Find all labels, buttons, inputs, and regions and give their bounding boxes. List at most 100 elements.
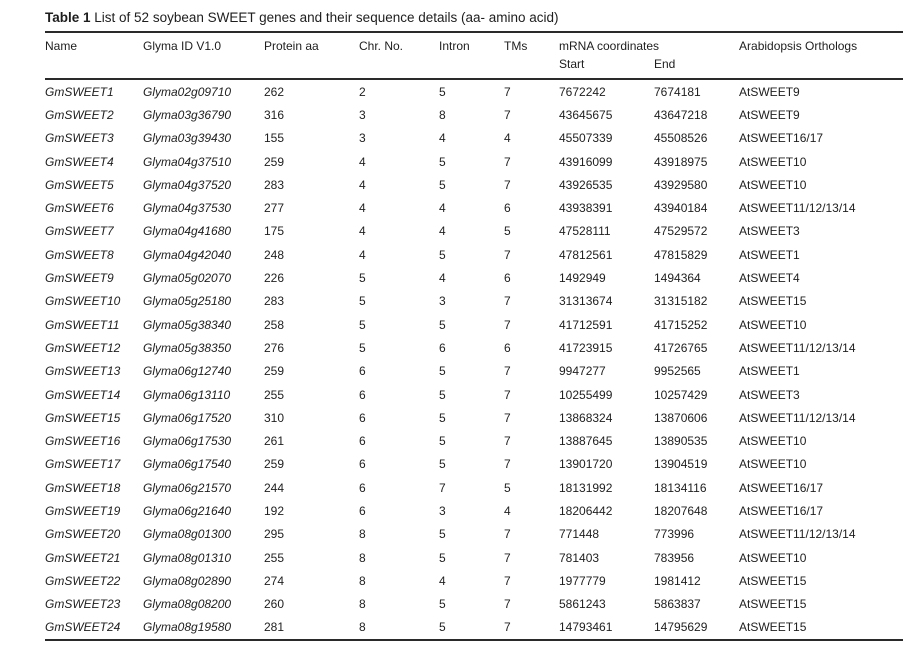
- cell-chr_no: 5: [359, 271, 366, 286]
- cell-protein_aa: 192: [264, 503, 285, 518]
- cell-protein_aa: 259: [264, 364, 285, 379]
- cell-protein_aa: 276: [264, 340, 285, 355]
- cell-intron: 5: [439, 410, 446, 425]
- cell-start: 13868324: [559, 410, 613, 425]
- cell-glyma_id: Glyma05g25180: [143, 294, 232, 309]
- cell-end: 45508526: [654, 131, 708, 146]
- cell-intron: 5: [439, 364, 446, 379]
- cell-start: 31313674: [559, 294, 613, 309]
- cell-start: 45507339: [559, 131, 613, 146]
- table-row: GmSWEET10 Glyma05g25180 283 5 3 7 31313674 3131…: [45, 290, 903, 313]
- cell-intron: 4: [439, 573, 446, 588]
- cell-name: GmSWEET18: [45, 480, 121, 495]
- col-header-chr-no: Chr. No.: [359, 39, 404, 53]
- cell-glyma_id: Glyma05g02070: [143, 271, 232, 286]
- cell-orthologs: AtSWEET15: [739, 620, 807, 635]
- cell-start: 781403: [559, 550, 600, 565]
- cell-name: GmSWEET3: [45, 131, 114, 146]
- cell-name: GmSWEET10: [45, 294, 121, 309]
- cell-orthologs: AtSWEET10: [739, 154, 807, 169]
- cell-glyma_id: Glyma04g42040: [143, 247, 232, 262]
- header-row-sub: Start End: [45, 53, 903, 79]
- cell-name: GmSWEET21: [45, 550, 121, 565]
- cell-name: GmSWEET23: [45, 597, 121, 612]
- cell-end: 773996: [654, 527, 695, 542]
- cell-tms: 7: [504, 434, 511, 449]
- cell-glyma_id: Glyma06g12740: [143, 364, 232, 379]
- cell-chr_no: 4: [359, 247, 366, 262]
- cell-start: 41723915: [559, 340, 613, 355]
- cell-tms: 7: [504, 317, 511, 332]
- cell-chr_no: 6: [359, 457, 366, 472]
- cell-glyma_id: Glyma02g09710: [143, 84, 232, 99]
- cell-intron: 3: [439, 294, 446, 309]
- table-row: GmSWEET15 Glyma06g17520 310 6 5 7 13868324 1387…: [45, 406, 903, 429]
- cell-start: 47812561: [559, 247, 613, 262]
- cell-tms: 6: [504, 271, 511, 286]
- cell-tms: 7: [504, 107, 511, 122]
- cell-tms: 7: [504, 387, 511, 402]
- cell-end: 18134116: [654, 480, 707, 495]
- cell-orthologs: AtSWEET10: [739, 434, 807, 449]
- header-row-main: Name Glyma ID V1.0 Protein aa Chr. No. I…: [45, 33, 903, 53]
- cell-orthologs: AtSWEET15: [739, 294, 807, 309]
- cell-chr_no: 4: [359, 224, 366, 239]
- cell-tms: 5: [504, 480, 511, 495]
- cell-protein_aa: 244: [264, 480, 285, 495]
- cell-chr_no: 6: [359, 387, 366, 402]
- cell-protein_aa: 258: [264, 317, 285, 332]
- cell-chr_no: 8: [359, 573, 366, 588]
- table-row: GmSWEET13 Glyma06g12740 259 6 5 7 9947277 99525…: [45, 360, 903, 383]
- cell-start: 43926535: [559, 177, 613, 192]
- cell-start: 1977779: [559, 573, 606, 588]
- cell-orthologs: AtSWEET9: [739, 107, 800, 122]
- cell-start: 5861243: [559, 597, 606, 612]
- table-row: GmSWEET12 Glyma05g38350 276 5 6 6 41723915 4172…: [45, 336, 903, 359]
- cell-start: 10255499: [559, 387, 613, 402]
- table-caption: List of 52 soybean SWEET genes and their…: [90, 10, 559, 25]
- cell-tms: 4: [504, 503, 511, 518]
- cell-intron: 5: [439, 597, 446, 612]
- cell-start: 43938391: [559, 201, 613, 216]
- cell-glyma_id: Glyma04g37520: [143, 177, 232, 192]
- cell-glyma_id: Glyma03g36790: [143, 107, 232, 122]
- cell-protein_aa: 295: [264, 527, 285, 542]
- cell-orthologs: AtSWEET15: [739, 597, 807, 612]
- cell-glyma_id: Glyma08g01310: [143, 550, 232, 565]
- table-row: GmSWEET3 Glyma03g39430 155 3 4 4 45507339 45508…: [45, 127, 903, 150]
- table-row: GmSWEET17 Glyma06g17540 259 6 5 7 13901720 1390…: [45, 453, 903, 476]
- cell-glyma_id: Glyma06g17530: [143, 434, 232, 449]
- table-row: GmSWEET4 Glyma04g37510 259 4 5 7 43916099 43918…: [45, 150, 903, 173]
- cell-name: GmSWEET11: [45, 317, 120, 332]
- cell-intron: 5: [439, 457, 446, 472]
- cell-protein_aa: 281: [264, 620, 285, 635]
- cell-chr_no: 6: [359, 503, 366, 518]
- cell-end: 10257429: [654, 387, 708, 402]
- cell-start: 43645675: [559, 107, 613, 122]
- cell-intron: 4: [439, 271, 446, 286]
- cell-end: 7674181: [654, 84, 701, 99]
- cell-name: GmSWEET15: [45, 410, 121, 425]
- cell-name: GmSWEET5: [45, 177, 114, 192]
- cell-orthologs: AtSWEET10: [739, 317, 807, 332]
- cell-protein_aa: 310: [264, 410, 285, 425]
- cell-name: GmSWEET7: [45, 224, 114, 239]
- cell-intron: 5: [439, 527, 446, 542]
- table-row: GmSWEET22 Glyma08g02890 274 8 4 7 1977779 19814…: [45, 569, 903, 592]
- cell-intron: 5: [439, 620, 446, 635]
- cell-chr_no: 6: [359, 434, 366, 449]
- cell-name: GmSWEET14: [45, 387, 121, 402]
- cell-end: 13904519: [654, 457, 708, 472]
- cell-tms: 5: [504, 224, 511, 239]
- cell-name: GmSWEET24: [45, 620, 121, 635]
- cell-glyma_id: Glyma08g08200: [143, 597, 232, 612]
- cell-name: GmSWEET1: [45, 84, 114, 99]
- table-row: GmSWEET5 Glyma04g37520 283 4 5 7 43926535 43929…: [45, 173, 903, 196]
- cell-start: 7672242: [559, 84, 606, 99]
- cell-glyma_id: Glyma05g38350: [143, 340, 232, 355]
- table-row: GmSWEET6 Glyma04g37530 277 4 4 6 43938391 43940…: [45, 196, 903, 219]
- cell-start: 47528111: [559, 224, 611, 239]
- cell-tms: 7: [504, 247, 511, 262]
- cell-intron: 5: [439, 177, 446, 192]
- table-row: GmSWEET8 Glyma04g42040 248 4 5 7 47812561 47815…: [45, 243, 903, 266]
